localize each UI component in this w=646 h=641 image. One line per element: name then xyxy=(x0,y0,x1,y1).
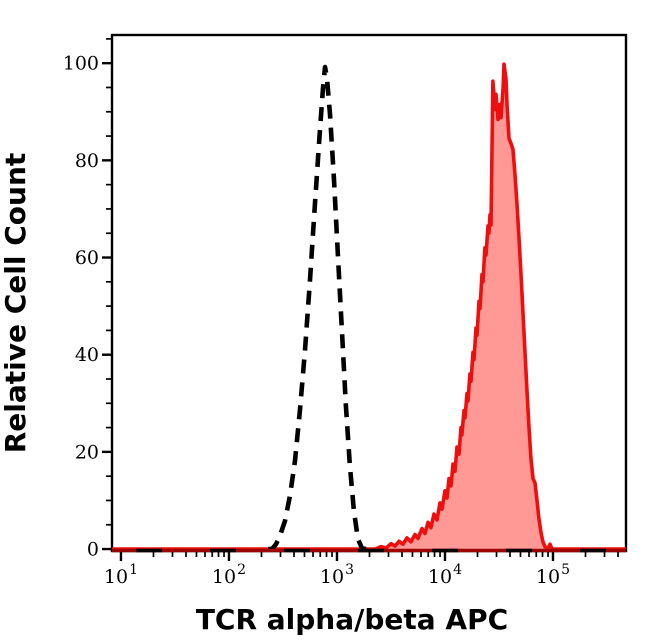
control-sample-curve xyxy=(268,64,367,552)
x-tick-label: 103 xyxy=(320,562,354,588)
x-tick-label: 101 xyxy=(104,562,138,588)
plot-border xyxy=(110,33,628,553)
y-tick-label: 40 xyxy=(75,344,99,366)
x-tick-label: 102 xyxy=(212,562,246,588)
y-tick-label: 20 xyxy=(75,441,99,463)
plot-area: 101 102 103 104 105 0 20 40 60 80 100 xyxy=(63,33,628,588)
y-tick-label: 80 xyxy=(75,150,99,172)
y-axis-title: Relative Cell Count xyxy=(0,153,32,454)
x-tick-label: 105 xyxy=(536,562,570,588)
x-axis-title: TCR alpha/beta APC xyxy=(196,603,508,636)
stained-sample-curve xyxy=(112,62,626,551)
x-tick-label: 104 xyxy=(428,562,462,588)
y-tick-label: 60 xyxy=(75,247,99,269)
y-tick-label: 100 xyxy=(63,53,99,75)
y-tick-label: 0 xyxy=(87,539,99,561)
